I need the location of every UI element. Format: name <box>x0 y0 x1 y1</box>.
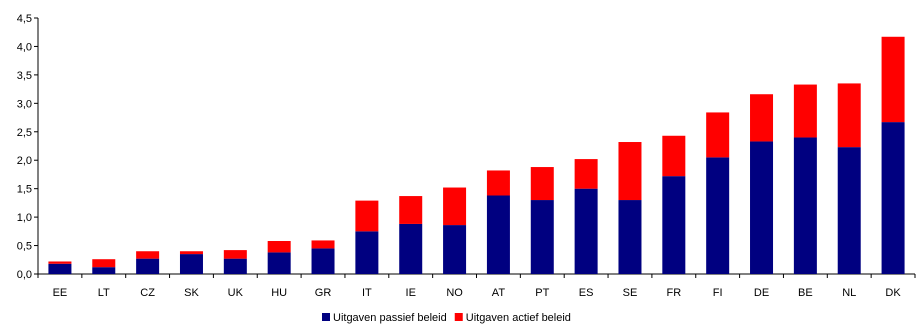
y-tick-label: 2,5 <box>17 127 32 139</box>
y-tick-label: 3,0 <box>17 98 32 110</box>
x-tick-label: GR <box>315 287 332 299</box>
x-tick-label: HU <box>271 287 287 299</box>
bar-pt-passief <box>530 200 554 274</box>
x-tick-label: DK <box>885 287 901 299</box>
bar-lt-actief <box>92 259 116 268</box>
y-tick-label: 2,0 <box>17 155 32 167</box>
x-tick-label: EE <box>53 287 68 299</box>
x-tick-label: NL <box>842 287 856 299</box>
bar-cz-actief <box>136 251 160 259</box>
bar-es-actief <box>574 159 598 189</box>
bar-lt-passief <box>92 267 116 274</box>
x-tick-label: UK <box>228 287 244 299</box>
bar-nl-passief <box>837 147 861 274</box>
bar-cz-passief <box>136 258 160 274</box>
legend-label: Uitgaven passief beleid <box>333 312 447 324</box>
x-tick-label: IT <box>362 287 372 299</box>
x-tick-label: LT <box>98 287 110 299</box>
bar-dk-actief <box>881 36 905 123</box>
bar-no-actief <box>443 187 467 226</box>
y-tick-label: 1,0 <box>17 212 32 224</box>
bar-es-passief <box>574 188 598 274</box>
x-tick-label: ES <box>579 287 594 299</box>
x-tick-label: DE <box>754 287 769 299</box>
x-tick-label: BE <box>798 287 813 299</box>
bar-pt-actief <box>530 167 554 201</box>
bar-se-actief <box>618 142 642 201</box>
bar-at-passief <box>486 195 510 274</box>
x-tick-label: CZ <box>140 287 155 299</box>
bar-hu-passief <box>267 252 291 274</box>
bar-no-passief <box>443 225 467 274</box>
x-tick-label: FI <box>713 287 723 299</box>
y-tick-label: 4,0 <box>17 41 32 53</box>
x-tick-label: FR <box>666 287 681 299</box>
bar-ie-actief <box>399 196 423 224</box>
x-tick-label: SE <box>623 287 638 299</box>
legend-swatch-passief <box>322 313 330 321</box>
bar-fi-actief <box>706 112 730 158</box>
x-tick-label: SK <box>184 287 199 299</box>
bar-nl-actief <box>837 83 861 148</box>
bar-gr-actief <box>311 240 335 249</box>
bar-at-actief <box>486 170 510 196</box>
legend-swatch-actief <box>454 313 463 321</box>
bar-be-passief <box>793 137 817 274</box>
x-tick-label: IE <box>406 287 416 299</box>
bar-de-passief <box>750 141 774 274</box>
bar-fr-actief <box>662 135 686 177</box>
bar-fr-passief <box>662 176 686 274</box>
bar-fi-passief <box>706 157 730 274</box>
bar-be-actief <box>793 84 817 138</box>
bar-gr-passief <box>311 248 335 274</box>
x-tick-label: AT <box>492 287 506 299</box>
bar-ie-passief <box>399 223 423 274</box>
bar-it-passief <box>355 231 379 274</box>
y-tick-label: 0,5 <box>17 241 32 253</box>
y-tick-label: 3,5 <box>17 70 32 82</box>
y-tick-label: 4,5 <box>17 13 32 25</box>
bar-se-passief <box>618 200 642 274</box>
bar-ee-passief <box>48 263 72 274</box>
y-tick-label: 1,5 <box>17 184 32 196</box>
bar-de-actief <box>750 94 774 142</box>
bar-it-actief <box>355 200 379 232</box>
legend-label: Uitgaven actief beleid <box>466 312 571 324</box>
bar-sk-actief <box>179 251 203 255</box>
x-tick-label: PT <box>535 287 549 299</box>
bar-hu-actief <box>267 241 291 253</box>
bar-sk-passief <box>179 254 203 274</box>
y-tick-label: 0,0 <box>17 269 32 281</box>
bar-ee-actief <box>48 261 72 264</box>
bar-uk-passief <box>223 258 247 274</box>
bar-dk-passief <box>881 122 905 275</box>
bar-uk-actief <box>223 250 247 259</box>
x-tick-label: NO <box>446 287 463 299</box>
